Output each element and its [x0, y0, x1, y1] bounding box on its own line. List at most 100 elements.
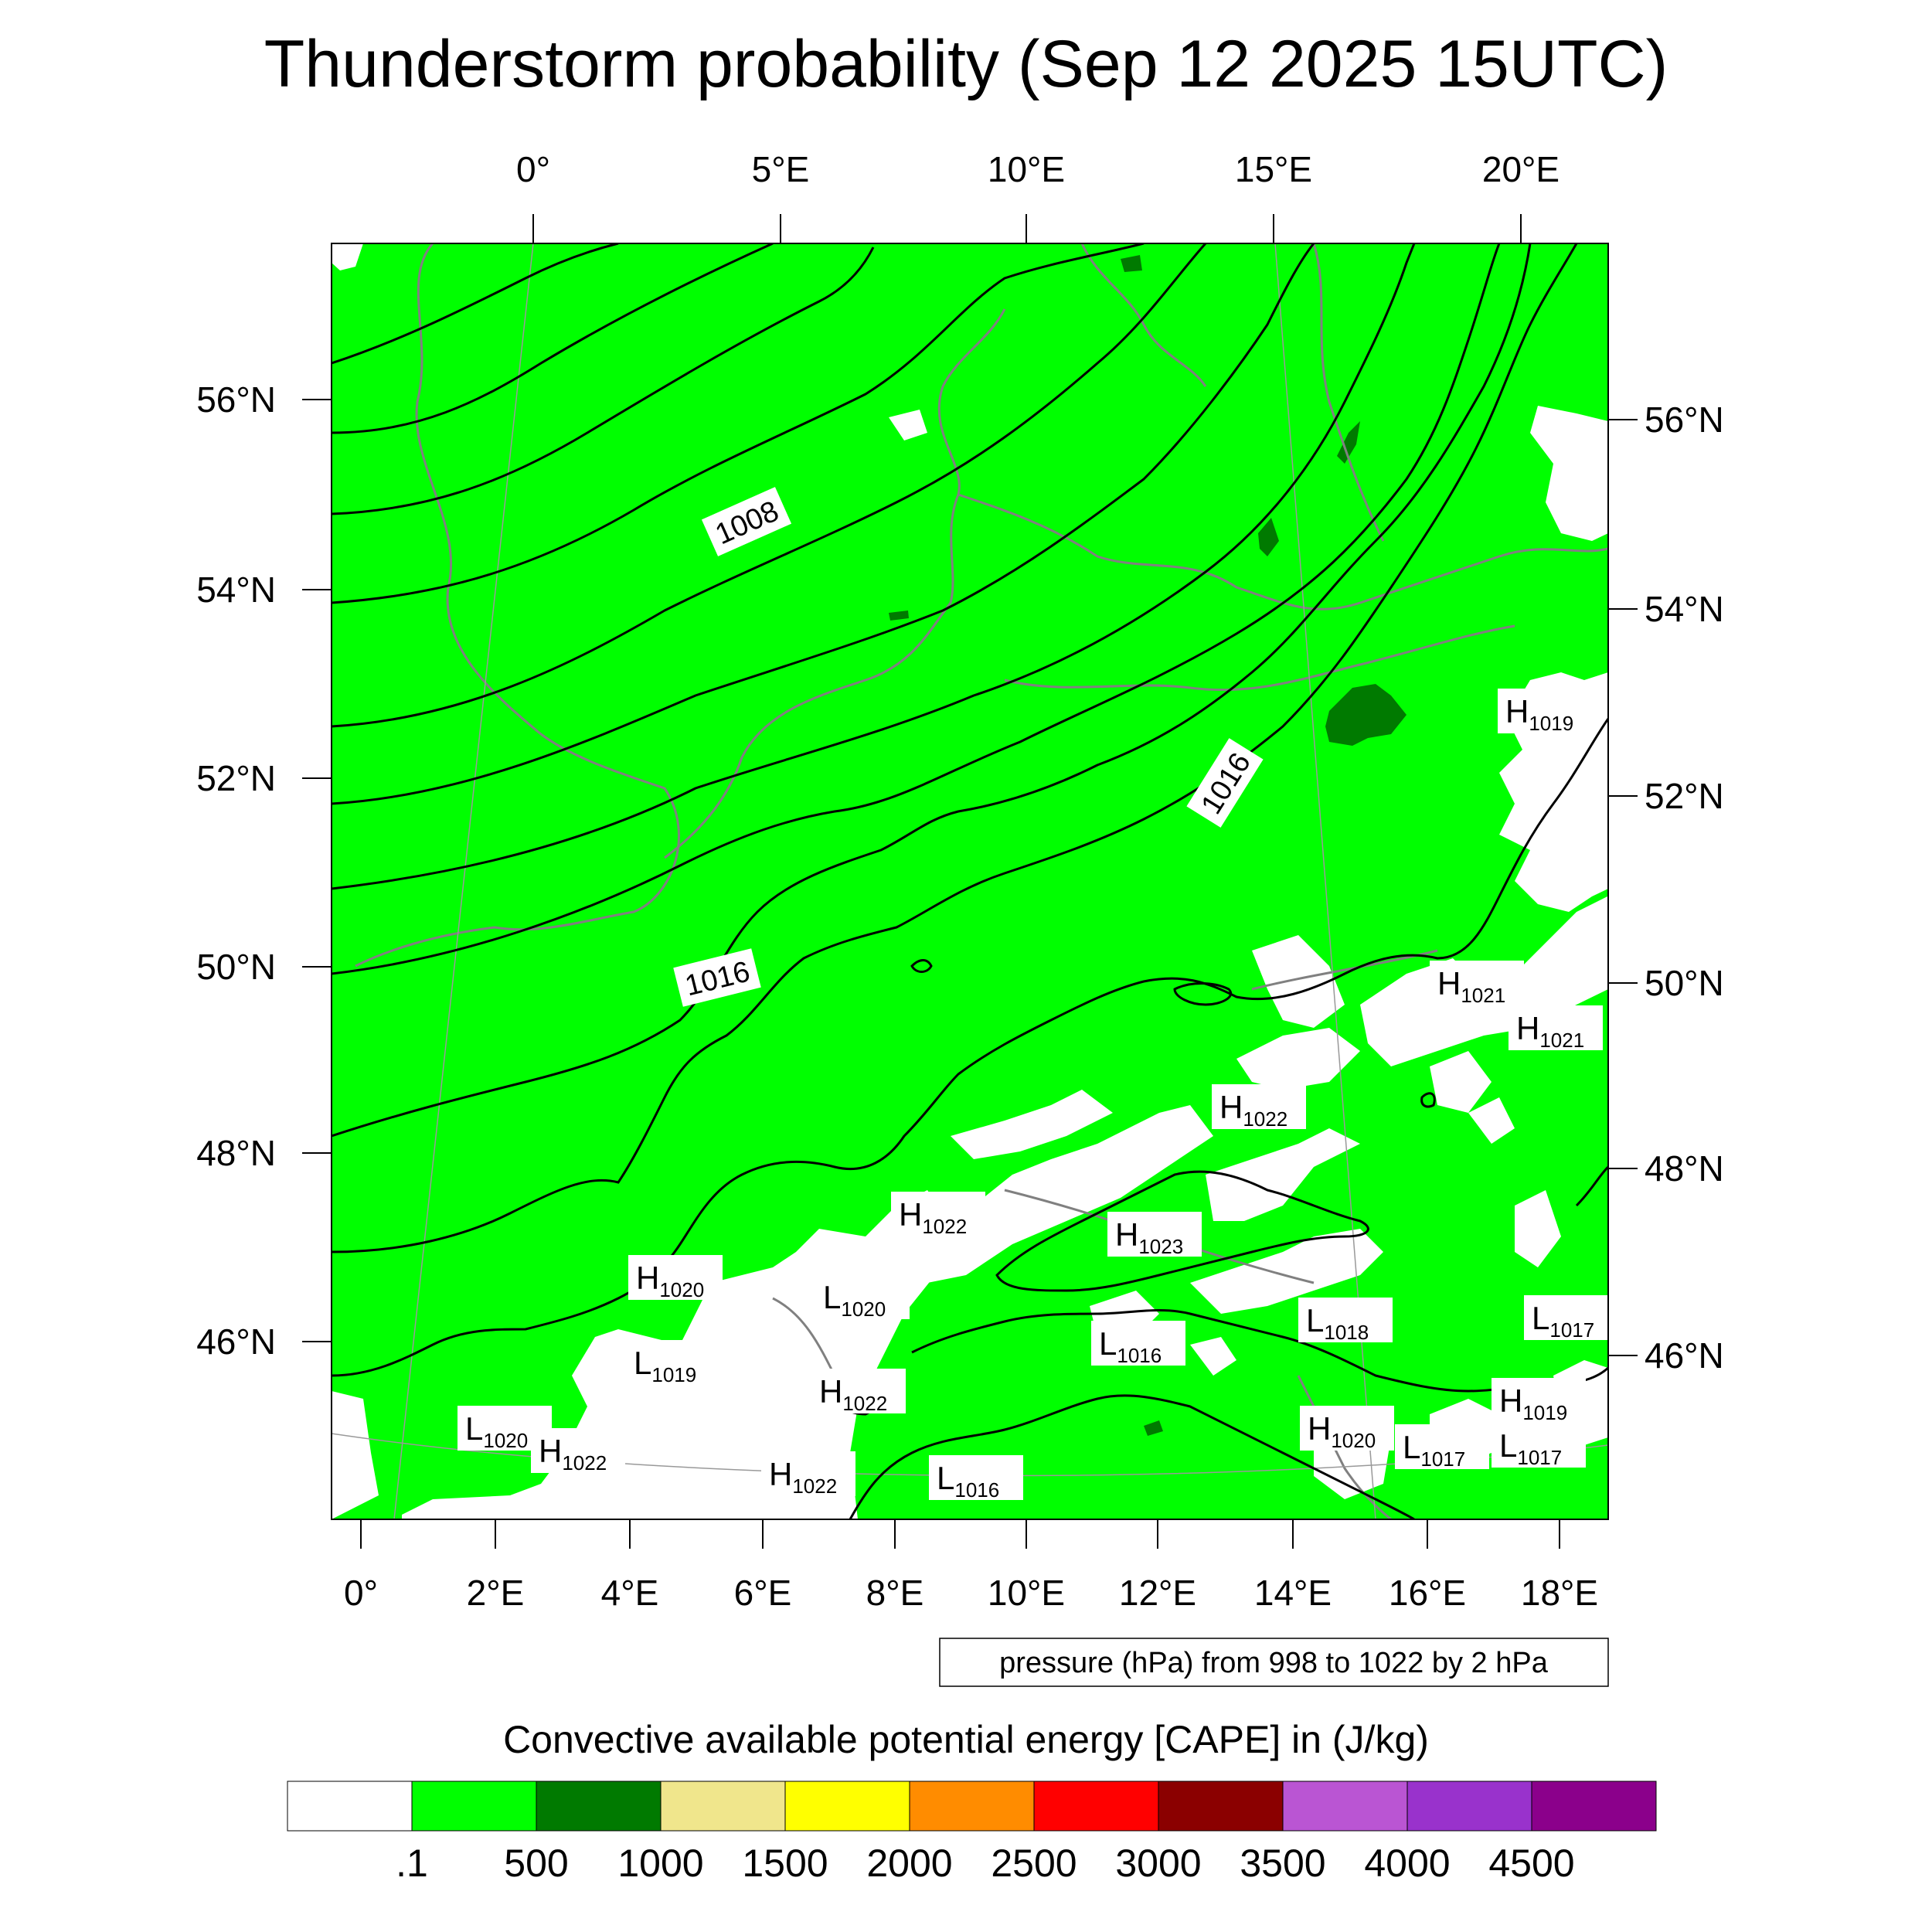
right-lat-label: 48°N	[1645, 1148, 1724, 1189]
left-lat-label: 56°N	[196, 379, 276, 420]
bottom-lon-label: 2°E	[467, 1573, 525, 1613]
svg-text:H1019: H1019	[1499, 1383, 1567, 1424]
left-lat-label: 50°N	[196, 947, 276, 987]
map-panel[interactable]: 1008 1016 1016 H1019H1021H1021H1022H1022…	[332, 243, 1618, 1519]
svg-text:H1022: H1022	[539, 1433, 607, 1475]
pressure-center-high: H1020	[1300, 1406, 1394, 1452]
pressure-center-low: L1017	[1395, 1424, 1489, 1471]
isobar-label-1016-left: 1016	[673, 948, 761, 1007]
pressure-center-labels: H1019 H1021 H1021 H1022 H1022 H1023 H1020 L1020…	[457, 689, 1608, 1502]
bottom-lon-label: 6°E	[734, 1573, 792, 1613]
pressure-center-high: H1022	[891, 1192, 985, 1238]
pressure-center-low: L1016	[929, 1455, 1023, 1502]
bottom-lon-label: 8°E	[866, 1573, 924, 1613]
pressure-center-high: H1021	[1430, 961, 1524, 1007]
colorbar-swatch	[536, 1781, 662, 1832]
pressure-center-low: L1017	[1492, 1423, 1586, 1469]
svg-text:H1021: H1021	[1437, 965, 1505, 1007]
pressure-center-low: L1018	[1298, 1298, 1393, 1344]
top-longitude-labels: 0° 5°E 10°E 15°E 20°E	[516, 149, 1560, 189]
svg-text:L1020: L1020	[823, 1279, 886, 1321]
colorbar-tick-label: .1	[396, 1842, 428, 1885]
bottom-lon-label: 16°E	[1389, 1573, 1466, 1613]
left-latitude-labels: 56°N 54°N 52°N 50°N 48°N 46°N	[196, 379, 276, 1362]
map-frame	[331, 243, 1609, 1520]
contour-info-box: pressure (hPa) from 998 to 1022 by 2 hPa	[939, 1638, 1609, 1687]
svg-text:L1016: L1016	[937, 1460, 999, 1502]
svg-text:H1019: H1019	[1505, 693, 1573, 735]
top-lon-label: 20°E	[1482, 149, 1560, 189]
top-lon-label: 15°E	[1235, 149, 1312, 189]
colorbar-swatch	[1282, 1781, 1408, 1832]
svg-text:L1017: L1017	[1499, 1427, 1562, 1469]
colorbar-labels: .1 500 1000 1500 2000 2500 3000 3500 4000 4500	[396, 1842, 1574, 1885]
colorbar-swatch	[287, 1781, 413, 1832]
top-lon-label: 5°E	[752, 149, 810, 189]
colorbar-tick-label: 1500	[742, 1842, 828, 1885]
right-lat-label: 56°N	[1645, 400, 1724, 440]
contour-info-text: pressure (hPa) from 998 to 1022 by 2 hPa	[999, 1647, 1549, 1679]
colorbar-tick-label: 4000	[1364, 1842, 1450, 1885]
pressure-center-high: H1022	[761, 1451, 855, 1498]
svg-text:H1020: H1020	[1308, 1410, 1376, 1452]
bottom-lon-label: 0°	[344, 1573, 378, 1613]
colorbar-swatch	[411, 1781, 537, 1832]
colorbar-title: Convective available potential energy [C…	[503, 1718, 1429, 1761]
right-lat-label: 50°N	[1645, 963, 1724, 1003]
svg-text:L1017: L1017	[1403, 1429, 1465, 1471]
svg-text:L1019: L1019	[634, 1345, 696, 1386]
pressure-center-low: L1017	[1524, 1295, 1608, 1342]
colorbar-swatch	[909, 1781, 1035, 1832]
right-lat-label: 54°N	[1645, 589, 1724, 629]
svg-text:H1023: H1023	[1115, 1216, 1183, 1258]
colorbar-swatch	[784, 1781, 910, 1832]
svg-text:H1021: H1021	[1516, 1010, 1584, 1052]
colorbar-swatch	[1406, 1781, 1532, 1832]
bottom-longitude-labels: 0° 2°E 4°E 6°E 8°E 10°E 12°E 14°E 16°E 1…	[344, 1573, 1598, 1613]
left-lat-label: 52°N	[196, 758, 276, 798]
pressure-center-high: H1022	[531, 1428, 625, 1475]
svg-text:L1018: L1018	[1306, 1302, 1369, 1344]
colorbar-tick-label: 1000	[617, 1842, 703, 1885]
colorbar-tick-label: 2000	[866, 1842, 952, 1885]
colorbar-tick-label: 2500	[991, 1842, 1077, 1885]
pressure-center-high: H1022	[811, 1369, 906, 1415]
pressure-center-high: H1022	[1212, 1084, 1306, 1131]
isobars	[332, 243, 1608, 1519]
right-lat-label: 52°N	[1645, 776, 1724, 816]
colorbar-tick-label: 3000	[1115, 1842, 1201, 1885]
left-lat-label: 54°N	[196, 570, 276, 610]
colorbar-swatch	[660, 1781, 786, 1832]
svg-text:L1020: L1020	[465, 1410, 528, 1452]
svg-text:H1022: H1022	[899, 1196, 967, 1238]
svg-text:H1020: H1020	[636, 1260, 704, 1301]
right-latitude-labels: 56°N 54°N 52°N 50°N 48°N 46°N	[1645, 400, 1724, 1376]
colorbar-swatch	[1531, 1781, 1657, 1832]
svg-text:H1022: H1022	[769, 1456, 837, 1498]
colorbar	[287, 1781, 1657, 1832]
bottom-lon-label: 4°E	[601, 1573, 659, 1613]
bottom-lon-label: 18°E	[1521, 1573, 1598, 1613]
tick-marks	[302, 214, 1638, 1549]
figure-title: Thunderstorm probability (Sep 12 2025 15…	[264, 27, 1668, 101]
colorbar-tick-label: 500	[504, 1842, 568, 1885]
colorbar-swatch	[1033, 1781, 1159, 1832]
cape-field-green	[332, 243, 1608, 1519]
pressure-center-low: L1016	[1091, 1321, 1185, 1367]
svg-text:L1017: L1017	[1532, 1300, 1594, 1342]
cape-500-1000-patches	[889, 255, 1406, 1436]
bottom-lon-label: 10°E	[988, 1573, 1065, 1613]
left-lat-label: 48°N	[196, 1133, 276, 1173]
svg-text:L1016: L1016	[1099, 1325, 1162, 1367]
left-lat-label: 46°N	[196, 1321, 276, 1362]
colorbar-swatch	[1158, 1781, 1284, 1832]
top-lon-label: 10°E	[988, 149, 1065, 189]
pressure-center-high: H1020	[628, 1255, 723, 1301]
pressure-center-high: H1023	[1107, 1212, 1202, 1258]
svg-text:H1022: H1022	[819, 1373, 887, 1415]
top-lon-label: 0°	[516, 149, 550, 189]
pressure-center-high: H1019	[1492, 1378, 1586, 1424]
pressure-center-low: L1019	[626, 1340, 720, 1386]
